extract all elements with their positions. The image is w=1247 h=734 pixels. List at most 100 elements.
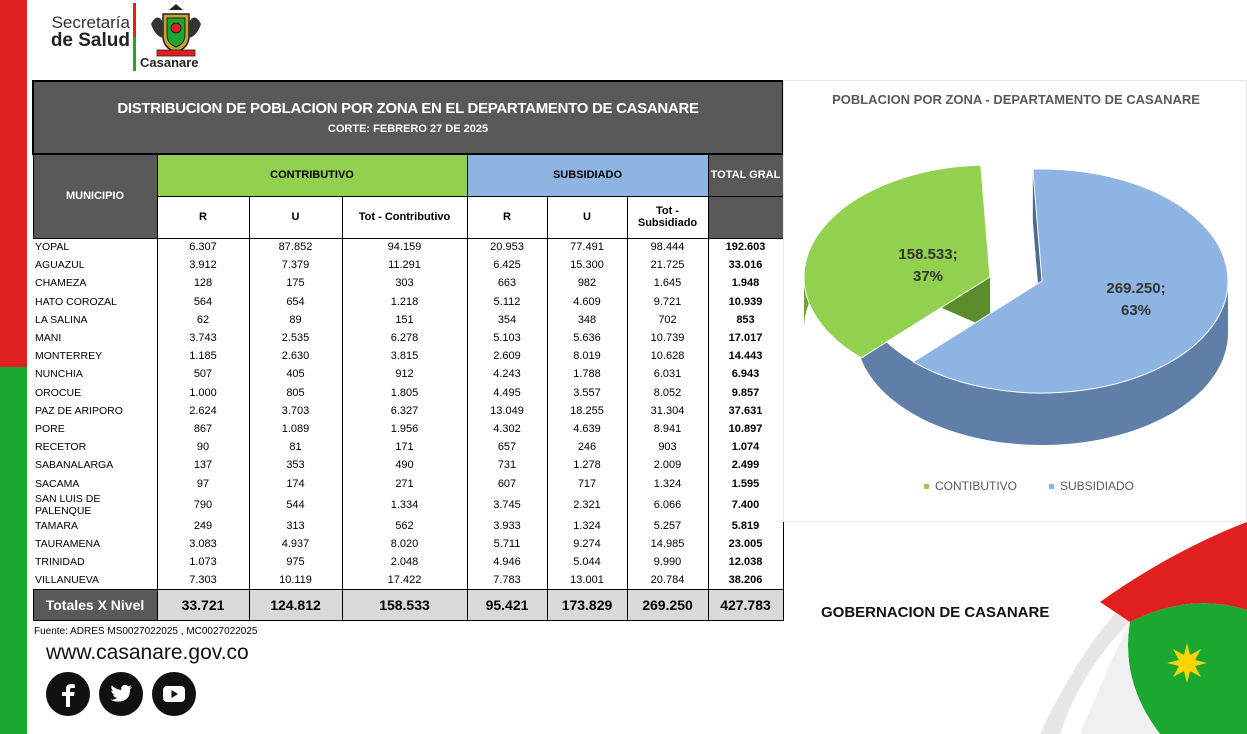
- value-cell: 249: [156, 516, 250, 535]
- value-cell: 657: [466, 438, 548, 457]
- value-cell: 5.819: [707, 516, 784, 535]
- table-row: PAZ DE ARIPORO 2.624 3.703 6.327 13.049 18.25…: [33, 401, 784, 420]
- pie-slice-contrib: [803, 164, 991, 359]
- totals-cell: 173.829: [546, 588, 628, 621]
- shield-caption: Casanare: [140, 55, 199, 70]
- value-cell: 564: [156, 292, 250, 311]
- value-cell: 5.103: [466, 328, 548, 348]
- facebook-icon[interactable]: [46, 672, 90, 716]
- gobernacion-label: GOBERNACION DE CASANARE: [821, 604, 1050, 621]
- value-cell: 97: [156, 474, 250, 493]
- value-cell: 1.805: [341, 383, 468, 402]
- municipio-cell: TRINIDAD: [33, 553, 158, 572]
- value-cell: 14.985: [626, 534, 709, 553]
- value-cell: 6.278: [341, 328, 468, 348]
- value-cell: 4.946: [466, 553, 548, 572]
- value-cell: 6.066: [626, 492, 709, 517]
- value-cell: 6.425: [466, 256, 548, 275]
- legend-swatch-contrib: [924, 483, 929, 489]
- population-table: DISTRIBUCION DE POBLACION POR ZONA EN EL…: [32, 80, 784, 621]
- value-cell: 4.639: [546, 419, 628, 439]
- municipio-cell: MONTERREY: [33, 347, 158, 366]
- municipio-cell: RECETOR: [33, 438, 158, 457]
- value-cell: 77.491: [546, 238, 628, 257]
- value-cell: 1.595: [707, 474, 784, 493]
- table-row: VILLANUEVA 7.303 10.119 17.422 7.783 13.001 20…: [33, 571, 784, 590]
- value-cell: 2.009: [626, 456, 709, 475]
- value-cell: 15.300: [546, 256, 628, 275]
- value-cell: 38.206: [707, 571, 784, 590]
- municipio-cell: PORE: [33, 419, 158, 439]
- value-cell: 6.327: [341, 401, 468, 420]
- municipio-cell: VILLANUEVA: [33, 571, 158, 590]
- value-cell: 33.016: [707, 256, 784, 275]
- col-header-municipio: MUNICIPIO: [32, 153, 158, 239]
- value-cell: 9.990: [626, 553, 709, 572]
- value-cell: 1.788: [546, 365, 628, 384]
- municipio-cell: MANI: [33, 328, 158, 348]
- value-cell: 654: [248, 292, 343, 311]
- legend-label-contrib: CONTIBUTIVO: [935, 479, 1018, 493]
- value-cell: 31.304: [626, 401, 709, 420]
- value-cell: 8.941: [626, 419, 709, 439]
- value-cell: 2.048: [341, 553, 468, 572]
- value-cell: 23.005: [707, 534, 784, 553]
- value-cell: 174: [248, 474, 343, 493]
- sub-header: R: [466, 195, 548, 239]
- website-link[interactable]: www.casanare.gov.co: [46, 641, 249, 664]
- col-header-total: TOTAL GRAL: [707, 153, 784, 197]
- value-cell: 14.443: [707, 347, 784, 366]
- table-row: TAMARA 249 313 562 3.933 1.324 5.257 5.819: [33, 516, 784, 535]
- twitter-icon[interactable]: [99, 672, 143, 716]
- chart-title: POBLACION POR ZONA - DEPARTAMENTO DE CAS…: [832, 92, 1200, 107]
- table-row: AGUAZUL 3.912 7.379 11.291 6.425 15.300 21.725…: [33, 256, 784, 275]
- value-cell: 171: [341, 438, 468, 457]
- totals-cell: 269.250: [626, 588, 709, 621]
- table-row: OROCUE 1.000 805 1.805 4.495 3.557 8.052 9.857: [33, 383, 784, 402]
- value-cell: 8.052: [626, 383, 709, 402]
- value-cell: 1.324: [626, 474, 709, 493]
- value-cell: 151: [341, 310, 468, 329]
- value-cell: 5.044: [546, 553, 628, 572]
- sun-star-icon: [1167, 643, 1207, 683]
- municipio-cell: TAURAMENA: [33, 534, 158, 553]
- value-cell: 1.645: [626, 274, 709, 293]
- youtube-icon[interactable]: [152, 672, 196, 716]
- source-note: Fuente: ADRES MS0027022025 , MC002702202…: [34, 626, 258, 637]
- value-cell: 20.953: [466, 238, 548, 257]
- table-row: HATO COROZAL 564 654 1.218 5.112 4.609 9.721 10…: [33, 292, 784, 311]
- value-cell: 98.444: [626, 238, 709, 257]
- value-cell: 507: [156, 365, 250, 384]
- value-cell: 3.557: [546, 383, 628, 402]
- value-cell: 1.218: [341, 292, 468, 311]
- logo-divider: [133, 3, 136, 71]
- municipio-cell: SACAMA: [33, 474, 158, 493]
- value-cell: 10.897: [707, 419, 784, 439]
- value-cell: 81: [248, 438, 343, 457]
- totals-cell: 33.721: [156, 588, 250, 621]
- value-cell: 3.912: [156, 256, 250, 275]
- legend-item-contrib: CONTIBUTIVO: [924, 479, 1017, 493]
- totals-row: Totales X Nivel 33.721 124.812 158.533 9…: [32, 588, 784, 621]
- value-cell: 7.400: [707, 492, 784, 517]
- municipio-cell: SAN LUIS DE PALENQUE: [33, 492, 158, 517]
- value-cell: 1.000: [156, 383, 250, 402]
- value-cell: 4.302: [466, 419, 548, 439]
- value-cell: 1.324: [546, 516, 628, 535]
- sub-header: U: [248, 195, 343, 239]
- group-header-contributivo: CONTRIBUTIVO: [156, 153, 468, 197]
- value-cell: 10.739: [626, 328, 709, 348]
- table-title: DISTRIBUCION DE POBLACION POR ZONA EN EL…: [117, 100, 699, 117]
- value-cell: 7.379: [248, 256, 343, 275]
- value-cell: 8.020: [341, 534, 468, 553]
- value-cell: 2.624: [156, 401, 250, 420]
- value-cell: 13.001: [546, 571, 628, 590]
- value-cell: 18.255: [546, 401, 628, 420]
- pie-label-subsidiado: 269.250; 63%: [1106, 280, 1165, 319]
- totals-cell: 427.783: [707, 588, 784, 621]
- value-cell: 663: [466, 274, 548, 293]
- value-cell: 4.243: [466, 365, 548, 384]
- value-cell: 3.083: [156, 534, 250, 553]
- group-header-subsidiado: SUBSIDIADO: [466, 153, 709, 197]
- value-cell: 562: [341, 516, 468, 535]
